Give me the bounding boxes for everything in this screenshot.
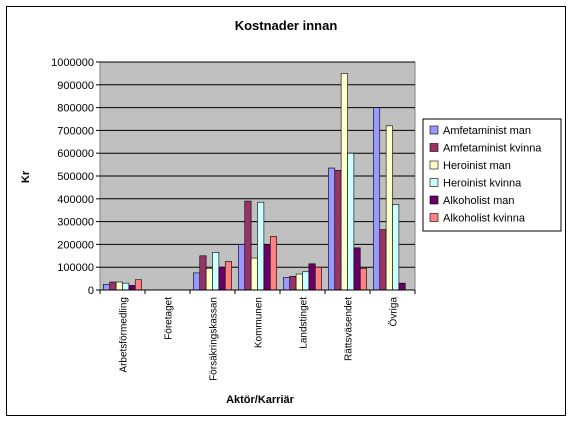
bar (359, 268, 367, 291)
bar (398, 282, 406, 291)
y-tick-label: 300000 (57, 217, 94, 229)
x-tick-label: Företaget (164, 297, 175, 340)
legend-label: Amfetaminist man (443, 125, 531, 137)
y-tick-label: 0 (88, 285, 94, 297)
bar (244, 200, 252, 291)
y-axis-title: Kr (20, 170, 32, 183)
bar (283, 277, 291, 291)
bar (205, 268, 213, 291)
bar (334, 170, 342, 291)
y-tick-label: 700000 (57, 125, 94, 137)
y-tick-label: 1000000 (51, 57, 94, 69)
bar (212, 252, 220, 291)
legend-label: Alkoholist man (443, 195, 515, 207)
bar (199, 255, 207, 291)
x-axis-title: Aktör/Karriär (226, 394, 295, 406)
bar (392, 204, 400, 291)
y-tick-label: 600000 (57, 148, 94, 160)
y-tick-label: 400000 (57, 194, 94, 206)
bar (193, 272, 201, 291)
x-tick-label: Övriga (388, 297, 400, 327)
bar (269, 236, 277, 291)
legend-label: Amfetaminist kvinna (443, 143, 542, 155)
x-axis-labels: Arbetsförmedling Företaget Försäkringskass… (119, 297, 400, 381)
legend-label: Heroinist man (443, 160, 511, 172)
bar (385, 125, 393, 291)
chart-title: Kostnader innan (235, 18, 338, 33)
bar (308, 263, 316, 291)
x-tick-label: Landstinget (299, 297, 310, 349)
bar (134, 279, 142, 291)
bar (109, 281, 117, 291)
y-tick-label: 900000 (57, 80, 94, 92)
y-axis-ticks: 0 100000 200000 300000 400000 500000 600000 700… (51, 57, 100, 297)
bar (353, 247, 361, 291)
bar (263, 244, 271, 291)
bar (115, 281, 123, 291)
bar (295, 273, 303, 291)
x-tick-label: Försäkringskassan (209, 297, 220, 381)
legend-swatch (429, 213, 439, 222)
grid-lines (100, 61, 415, 268)
bars (103, 73, 406, 291)
x-tick-label: Kommunen (254, 297, 265, 348)
bar (103, 283, 111, 291)
y-tick-label: 800000 (57, 103, 94, 115)
bar (379, 229, 387, 291)
x-axis (99, 289, 416, 294)
legend-label: Heroinist kvinna (443, 178, 522, 190)
bar (122, 282, 130, 291)
bar (289, 276, 297, 291)
legend-swatch (429, 178, 439, 187)
y-tick-label: 500000 (57, 171, 94, 183)
bar (238, 244, 246, 291)
bar (373, 107, 381, 291)
bar (340, 73, 348, 291)
bar (224, 261, 232, 291)
bar (257, 201, 265, 291)
y-tick-label: 200000 (57, 239, 94, 251)
legend-swatch (429, 143, 439, 152)
bar (314, 266, 322, 291)
bar (347, 152, 355, 291)
bar (302, 271, 310, 291)
y-tick-label: 100000 (57, 262, 94, 274)
legend-box (422, 118, 562, 232)
legend-swatch (429, 160, 439, 170)
bar (218, 266, 226, 291)
bar (250, 257, 258, 291)
legend: Amfetaminist man Amfetaminist kvinna Heroi… (422, 118, 562, 232)
legend-swatch (429, 195, 439, 205)
legend-label: Alkoholist kvinna (443, 213, 526, 225)
x-tick-label: Arbetsförmedling (119, 297, 130, 373)
bar (328, 167, 336, 291)
x-tick-label: Rättsväsendet (344, 297, 355, 361)
chart-canvas: Kostnader innan Kr Aktör/Karriär 0 100000… (20, 18, 562, 406)
bar (128, 285, 136, 291)
chart-frame: Kostnader innan Kr Aktör/Karriär 0 100000… (6, 6, 566, 416)
legend-swatch (429, 125, 439, 135)
